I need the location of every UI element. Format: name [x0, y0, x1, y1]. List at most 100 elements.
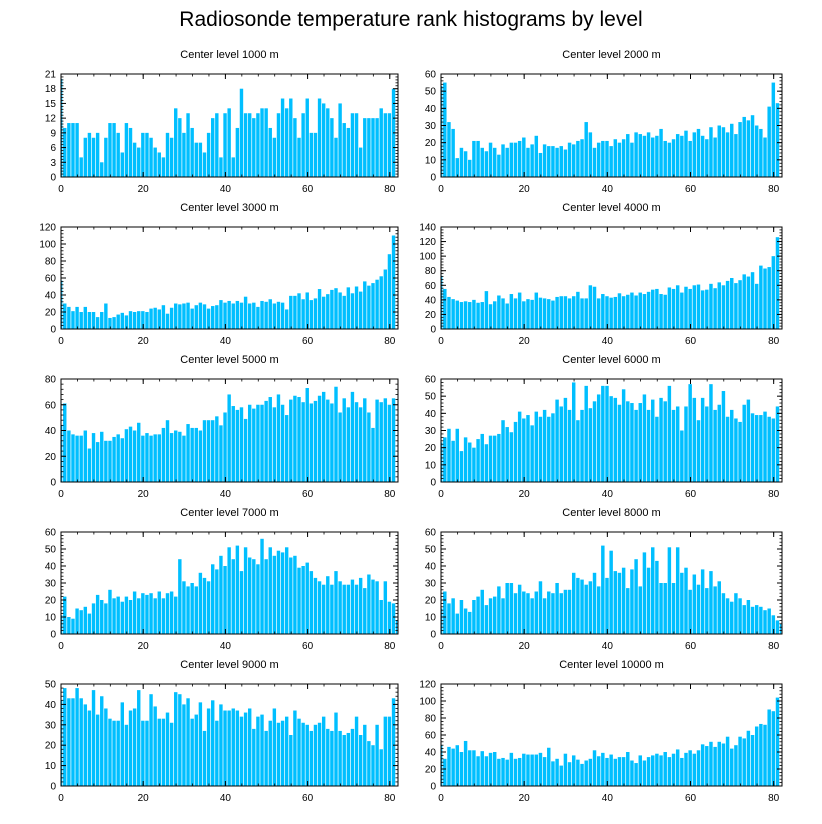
bar — [276, 301, 281, 329]
bar — [239, 407, 244, 482]
bar — [634, 295, 638, 329]
bar — [779, 623, 782, 634]
bar — [447, 603, 451, 634]
bar — [284, 547, 289, 634]
bar — [626, 401, 630, 482]
bar — [513, 593, 518, 634]
bar — [617, 293, 622, 329]
x-tick-label: 80 — [384, 184, 396, 195]
bar — [95, 442, 100, 482]
panel-title: Center level 9000 m — [180, 659, 278, 671]
y-tick-label: 0 — [430, 630, 436, 641]
bar — [667, 287, 672, 329]
bar — [651, 399, 655, 482]
bar — [476, 756, 480, 786]
bar — [289, 399, 293, 482]
bar — [688, 589, 692, 634]
bar — [358, 291, 363, 329]
bar — [301, 299, 305, 329]
bar — [468, 442, 472, 482]
bar — [104, 708, 108, 786]
bar — [63, 127, 67, 177]
y-tick-label: 10 — [45, 613, 57, 624]
x-tick-label: 40 — [220, 489, 232, 500]
bar — [567, 589, 572, 634]
bar — [642, 552, 647, 634]
bar — [443, 758, 447, 786]
y-tick-label: 40 — [425, 562, 437, 573]
bar — [517, 411, 522, 482]
bar — [684, 567, 688, 634]
bar — [563, 149, 568, 177]
bar — [443, 288, 447, 329]
bar — [605, 757, 609, 786]
bar — [165, 132, 170, 177]
bar — [293, 295, 297, 329]
bar — [231, 406, 235, 482]
x-tick-label: 60 — [685, 336, 697, 347]
bar — [630, 403, 634, 482]
bar — [721, 285, 726, 329]
bar — [576, 420, 580, 482]
bar — [684, 406, 688, 482]
bar — [330, 118, 334, 177]
bar — [476, 596, 480, 634]
bar — [178, 559, 182, 634]
bar — [186, 698, 190, 786]
bar — [609, 550, 613, 634]
bar — [688, 750, 692, 786]
bar — [626, 294, 630, 329]
bar — [750, 606, 755, 634]
bar — [145, 720, 149, 786]
bar — [346, 127, 351, 177]
bar — [480, 751, 484, 786]
bar — [584, 385, 588, 482]
bar — [215, 569, 219, 634]
bar — [330, 584, 334, 634]
bar — [75, 123, 79, 177]
x-tick-label: 40 — [220, 641, 232, 652]
x-tick-label: 20 — [138, 793, 150, 804]
bar — [671, 583, 676, 634]
bar — [153, 307, 157, 329]
bar — [509, 294, 514, 329]
bar — [387, 601, 392, 634]
bar — [630, 292, 634, 329]
bar — [459, 600, 464, 634]
bar — [771, 82, 776, 177]
panel-title: Center level 7000 m — [180, 507, 278, 519]
bar — [100, 600, 104, 634]
bar — [334, 137, 338, 177]
bar — [342, 295, 346, 329]
bar — [235, 127, 240, 177]
bar — [367, 741, 371, 786]
y-tick-label: 80 — [45, 257, 57, 268]
bar — [497, 154, 501, 177]
y-tick-label: 20 — [425, 765, 437, 776]
bar — [161, 157, 166, 177]
bar — [663, 401, 667, 482]
bar — [297, 718, 301, 786]
bar — [542, 144, 547, 177]
bar — [235, 300, 240, 329]
bar — [260, 300, 264, 329]
bar — [247, 113, 252, 177]
bar — [443, 437, 447, 482]
y-tick-label: 12 — [45, 114, 57, 125]
bar — [513, 758, 518, 786]
bar — [120, 152, 124, 177]
bar — [671, 409, 676, 482]
bar — [468, 750, 472, 786]
bar — [663, 583, 667, 634]
bar — [759, 723, 763, 786]
x-tick-label: 20 — [138, 184, 150, 195]
bar — [547, 747, 551, 786]
bar — [326, 399, 330, 482]
bar — [252, 408, 256, 482]
bar — [83, 704, 88, 786]
bar — [468, 302, 472, 329]
bar — [334, 288, 338, 329]
bar — [326, 294, 330, 329]
bar — [169, 137, 174, 177]
bar — [284, 108, 289, 177]
